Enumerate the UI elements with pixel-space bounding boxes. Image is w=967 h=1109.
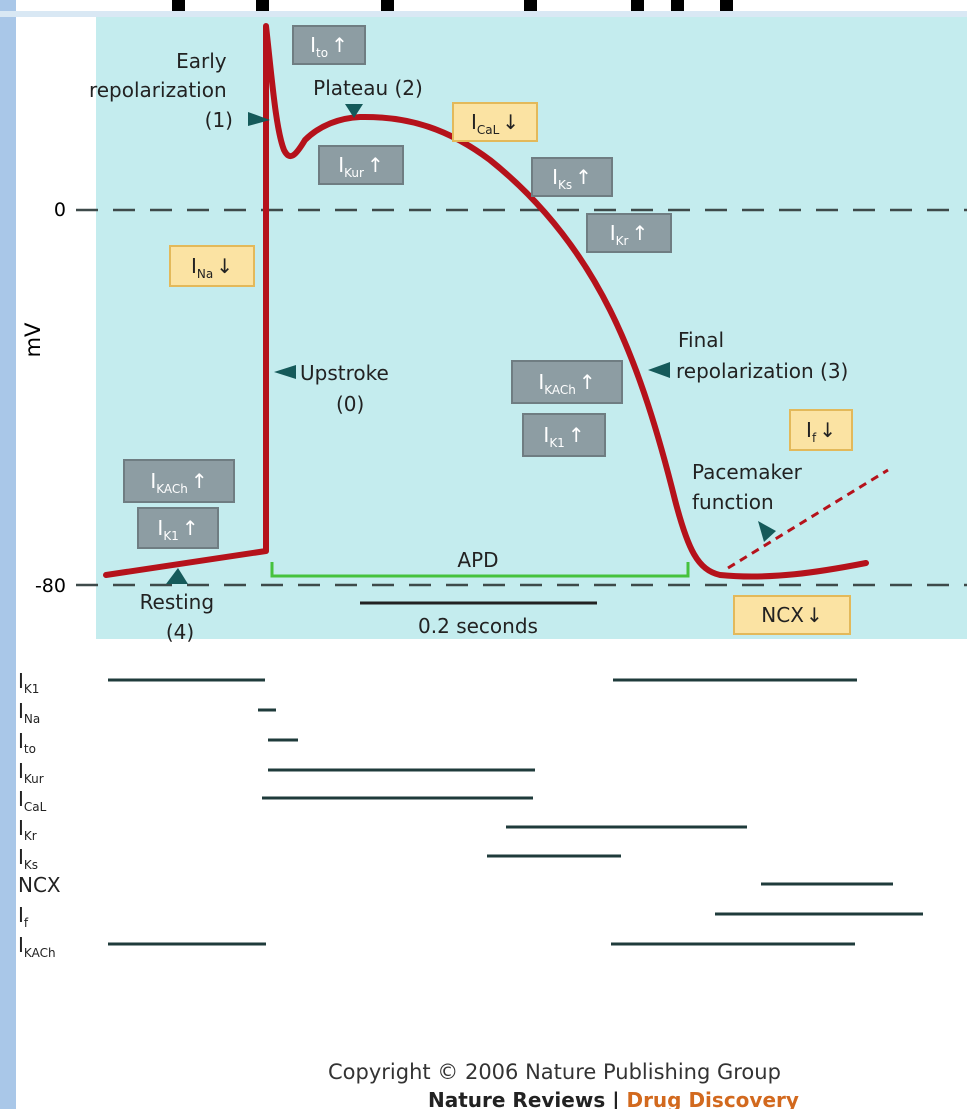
- current-boxes: Ito ↑ ICaL ↓ IKur ↑ IKs ↑ IKr ↑ INa ↓ IKACh ↑ IK1 ↑ If ↓ I…: [123, 25, 853, 635]
- timeline-label-cal: ICaL: [18, 787, 47, 814]
- current-box-cal: ICaL ↓: [452, 102, 538, 142]
- timeline-label-ks: IKs: [18, 845, 38, 872]
- current-box-label: NCX ↓: [761, 603, 822, 627]
- current-box-label: If ↓: [806, 418, 836, 445]
- pacemaker-label: Pacemaker function: [692, 460, 808, 514]
- y-tick-zero: 0: [54, 199, 66, 221]
- current-box-label: IK1 ↑: [543, 423, 584, 450]
- timeline-label-ncx: NCX: [18, 873, 61, 897]
- timeline-bars: [108, 678, 923, 946]
- early-repol-label: Early repolarization (1): [89, 49, 233, 132]
- current-box-kach: IKACh ↑: [511, 360, 623, 404]
- timeline-label-na: INa: [18, 699, 40, 726]
- copyright-text: Copyright © 2006 Nature Publishing Group: [328, 1060, 781, 1084]
- resting-arrow: [166, 568, 188, 584]
- current-box-label: IKACh ↑: [538, 370, 595, 397]
- current-box-f: If ↓: [789, 409, 853, 451]
- journal-credit: Nature Reviews | Drug Discovery: [428, 1088, 799, 1109]
- current-box-kr: IKr ↑: [586, 213, 672, 253]
- resting-label: Resting (4): [140, 590, 221, 644]
- current-box-label: INa ↓: [191, 254, 233, 281]
- pacemaker-dashed-line: [727, 468, 889, 570]
- upstroke-arrow: [274, 365, 296, 379]
- time-scale-label: 0.2 seconds: [418, 614, 538, 638]
- timeline-label-kr: IKr: [18, 816, 37, 843]
- current-box-ks: IKs ↑: [531, 157, 613, 197]
- current-box-to: Ito ↑: [292, 25, 366, 65]
- pacemaker-arrow: [758, 521, 776, 542]
- current-box-k1: IK1 ↑: [137, 507, 219, 549]
- current-box-k1: IK1 ↑: [522, 413, 606, 457]
- apd-label: APD: [457, 548, 498, 572]
- early-repol-arrow: [248, 112, 270, 126]
- timeline-label-f: If: [18, 903, 29, 930]
- timeline-label-kach: IKACh: [18, 933, 56, 960]
- timeline-label-k1: IK1: [18, 669, 39, 696]
- timeline-label-kur: IKur: [18, 759, 44, 786]
- plateau-arrow: [345, 104, 363, 118]
- current-box-label: IKs ↑: [552, 165, 592, 192]
- timeline-label-to: Ito: [18, 729, 36, 756]
- final-repol-label: Final repolarization (3): [676, 328, 848, 383]
- current-box-kur: IKur ↑: [318, 145, 404, 185]
- current-box-label: IKACh ↑: [150, 469, 207, 496]
- final-repol-arrow: [648, 362, 670, 378]
- current-box-kach: IKACh ↑: [123, 459, 235, 503]
- y-tick-minus80: -80: [35, 575, 66, 597]
- apd-bracket: [270, 562, 690, 578]
- current-box-label: IK1 ↑: [157, 516, 198, 543]
- header-bars: [0, 0, 967, 17]
- current-box-label: Ito ↑: [310, 33, 348, 60]
- plateau-label: Plateau (2): [313, 76, 423, 100]
- current-box-ncx: NCX ↓: [733, 595, 851, 635]
- current-box-label: IKur ↑: [338, 153, 383, 180]
- upstroke-label: Upstroke (0): [300, 361, 395, 416]
- current-box-na: INa ↓: [169, 245, 255, 287]
- current-box-label: IKr ↑: [610, 221, 648, 248]
- y-axis-label: mV: [21, 322, 45, 357]
- current-box-label: ICaL ↓: [471, 110, 519, 137]
- action-potential-curve: [103, 23, 869, 580]
